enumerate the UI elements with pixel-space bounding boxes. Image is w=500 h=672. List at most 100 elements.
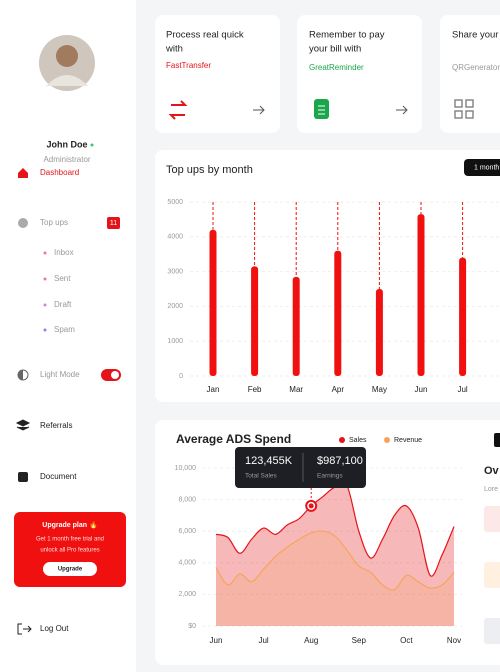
document-icon [18,472,28,482]
referrals-icon [15,419,31,431]
y-tick-label: 0 [179,373,183,380]
legend-label: Revenue [394,437,422,444]
theme-icon-half [18,370,23,380]
y-tick-label: 1000 [167,338,183,345]
card-title: your bill with [309,44,361,55]
bar [334,250,342,376]
panel-button[interactable] [494,433,500,447]
line-chart: $0 2,000 4,000 6,000 8,000 10,000 Jun Jul Aug Sep… [175,437,462,645]
upgrade-text: Get 1 month free trial and [36,537,104,543]
submenu-item[interactable]: Draft [54,300,72,309]
highlight-core [308,503,314,509]
submenu-item[interactable]: Spam [54,325,75,334]
range-button[interactable] [464,159,500,176]
x-tick-label: Jun [210,636,223,645]
card-link[interactable]: FastTransfer [166,61,211,70]
y-tick-label: 6,000 [178,528,196,535]
home-icon [18,168,28,178]
badge-count: 11 [110,220,117,227]
avatar-body [46,75,88,86]
submenu-item[interactable]: Sent [54,274,71,283]
nav-referrals[interactable]: Referrals [40,421,72,430]
card-title: Remember to pay [309,30,385,41]
bar [292,276,300,376]
bullet [43,303,47,307]
bullet [43,328,47,332]
upgrade-button-label: Upgrade [58,567,83,573]
topups-icon [18,218,28,228]
y-tick-label: 4,000 [178,560,196,567]
overview-text: Lore [484,486,498,493]
card-link[interactable]: QRGenerator [452,63,500,72]
tooltip-value: 123,455K [245,455,293,467]
x-tick-label: Mar [289,385,303,394]
toggle-knob [111,371,119,379]
legend-dot [339,437,345,443]
chart-title: Top ups by month [166,164,253,176]
card-title: with [165,44,183,55]
y-tick-label: 2,000 [178,591,196,598]
tooltip [235,447,366,488]
upgrade-button[interactable] [43,562,97,576]
x-tick-label: Jun [415,385,428,394]
bar-panel [155,150,500,402]
card-title: Process real quick [166,30,244,41]
nav-dashboard[interactable]: Dashboard [40,168,79,177]
y-tick-label: 4000 [167,234,183,241]
y-tick-label: 10,000 [175,465,197,472]
card-link[interactable]: GreatReminder [309,63,364,72]
bar [375,289,383,376]
legend-dot [384,437,390,443]
x-tick-label: May [372,385,387,394]
overview-title: Ov [484,465,500,477]
badge [107,217,120,229]
x-tick-label: Nov [447,636,461,645]
legend-label: Sales [349,437,367,444]
logout-icon [17,623,32,635]
submenu-item[interactable]: Inbox [54,248,74,257]
qr-icon [454,99,474,119]
card [155,15,280,133]
area [216,531,454,626]
upgrade-text: unlock all Pro features [40,548,99,554]
nav-topups[interactable]: Top ups [40,218,68,227]
arrow[interactable] [396,105,408,115]
chart-title: Average ADS Spend [176,432,291,446]
upgrade-box [14,512,126,587]
arrow[interactable] [253,105,265,115]
nav-document[interactable]: Document [40,472,77,481]
status-dot [90,143,94,147]
bullet [43,277,47,281]
upgrade-title: Upgrade plan 🔥 [42,520,97,529]
bar [251,266,259,376]
y-tick-label: 2000 [167,303,183,310]
x-tick-label: Aug [304,636,318,645]
y-tick-label: 8,000 [178,496,196,503]
overview-icon [484,562,500,588]
bar-chart: 0 1000 2000 3000 4000 5000 Jan Feb Mar Apr May Jun J… [167,199,500,394]
x-tick-label: Oct [400,636,413,645]
overview-icon [484,618,500,644]
bar [209,229,217,376]
bullet [43,251,47,255]
nav-light-mode: Light Mode [40,370,80,379]
range-button-label: 1 month [474,164,499,171]
bar [417,214,425,376]
x-tick-label: Jul [258,636,268,645]
user-role: Administrator [43,155,90,164]
card-title: Share your [452,30,498,41]
transfer-icon [168,100,188,120]
card-clip: Share your QRGenerator [452,30,500,73]
avatar-face [56,45,78,67]
reminder-icon [314,99,329,119]
x-tick-label: Apr [332,385,345,394]
overview-icon [484,506,500,532]
x-tick-label: Jan [207,385,220,394]
x-tick-label: Jul [457,385,467,394]
nav-logout[interactable]: Log Out [40,624,69,633]
reminder-lines [318,105,325,115]
user-name: John Doe [46,139,87,149]
line [215,530,455,591]
